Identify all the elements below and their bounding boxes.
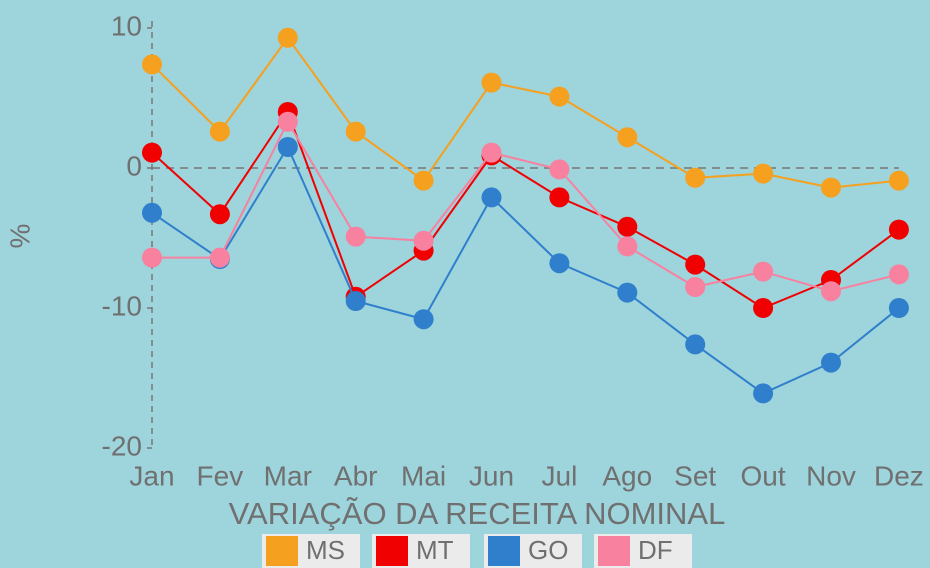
x-tick-label: Fev xyxy=(197,460,244,491)
x-tick-label: Mai xyxy=(401,460,446,491)
point xyxy=(549,187,570,208)
point xyxy=(345,291,366,311)
point xyxy=(345,226,366,247)
point xyxy=(277,27,298,48)
point xyxy=(888,219,909,240)
series-line xyxy=(152,119,900,293)
legend-label: DF xyxy=(638,535,673,565)
point xyxy=(549,253,570,274)
y-tick-label: -20 xyxy=(102,430,142,461)
point xyxy=(753,383,774,404)
y-tick-label: -10 xyxy=(102,290,142,321)
legend-swatch xyxy=(376,536,408,566)
x-tick-label: Nov xyxy=(806,460,856,491)
point xyxy=(209,121,230,142)
x-tick-label: Jan xyxy=(129,460,174,491)
point xyxy=(209,204,230,225)
x-tick-label: Abr xyxy=(334,460,378,491)
point xyxy=(753,261,774,282)
point xyxy=(821,352,841,373)
x-tick-label: Out xyxy=(741,460,786,491)
point xyxy=(685,277,706,297)
point xyxy=(753,163,774,184)
point xyxy=(481,187,502,208)
legend-label: GO xyxy=(528,535,568,565)
point xyxy=(888,298,909,318)
x-tick-label: Ago xyxy=(602,460,652,491)
legend-label: MT xyxy=(416,535,454,565)
x-tick-label: Jul xyxy=(542,460,578,491)
point xyxy=(685,254,706,275)
point xyxy=(142,202,162,223)
x-tick-label: Jun xyxy=(469,460,514,491)
point xyxy=(753,298,774,318)
y-tick-label: 0 xyxy=(126,150,142,181)
legend-swatch xyxy=(598,536,630,566)
series-line xyxy=(151,109,900,310)
point xyxy=(345,121,366,142)
legend-swatch xyxy=(488,536,520,566)
point xyxy=(617,236,638,257)
point xyxy=(142,142,162,163)
y-tick-label: 10 xyxy=(111,10,142,41)
point xyxy=(209,247,230,268)
series-line xyxy=(151,36,900,189)
point xyxy=(888,170,909,191)
point xyxy=(685,334,706,355)
point xyxy=(549,159,570,180)
point xyxy=(549,86,570,107)
legend-label: MS xyxy=(306,535,345,565)
y-axis-label: % xyxy=(4,224,35,249)
x-tick-label: Dez xyxy=(874,460,924,491)
point xyxy=(821,281,841,302)
point xyxy=(481,72,502,93)
point xyxy=(481,142,502,163)
x-tick-label: Mar xyxy=(264,460,312,491)
point xyxy=(413,230,434,251)
point xyxy=(142,54,162,75)
point xyxy=(685,167,706,188)
point xyxy=(413,309,434,330)
point xyxy=(413,170,434,191)
point xyxy=(277,137,298,157)
legend-swatch xyxy=(266,536,298,566)
series-line xyxy=(151,144,900,395)
x-tick-label: Set xyxy=(674,460,716,491)
point xyxy=(142,247,162,268)
point xyxy=(821,177,841,198)
point xyxy=(888,264,909,285)
point xyxy=(617,127,638,148)
point xyxy=(617,216,638,237)
point xyxy=(277,111,298,132)
x-axis-label: VARIAÇÃO DA RECEITA NOMINAL xyxy=(229,496,726,531)
point xyxy=(617,282,638,303)
